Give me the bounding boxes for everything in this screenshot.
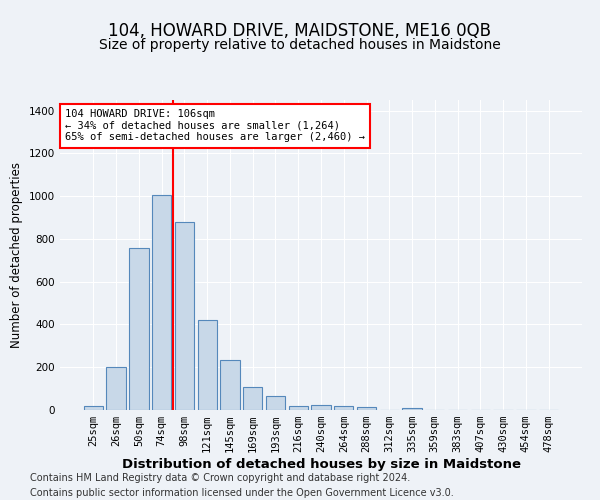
Bar: [289, 406, 308, 410]
Bar: [243, 387, 262, 410]
Bar: [357, 408, 376, 410]
Bar: [197, 320, 217, 410]
Y-axis label: Number of detached properties: Number of detached properties: [10, 162, 23, 348]
Bar: [311, 406, 331, 410]
Text: 104 HOWARD DRIVE: 106sqm
← 34% of detached houses are smaller (1,264)
65% of sem: 104 HOWARD DRIVE: 106sqm ← 34% of detach…: [65, 110, 365, 142]
Bar: [106, 367, 126, 410]
Text: 104, HOWARD DRIVE, MAIDSTONE, ME16 0QB: 104, HOWARD DRIVE, MAIDSTONE, ME16 0QB: [109, 22, 491, 40]
Bar: [129, 248, 149, 410]
Bar: [152, 195, 172, 410]
Bar: [84, 406, 103, 410]
Text: Size of property relative to detached houses in Maidstone: Size of property relative to detached ho…: [99, 38, 501, 52]
Bar: [175, 222, 194, 410]
Bar: [266, 396, 285, 410]
Bar: [403, 408, 422, 410]
Text: Contains HM Land Registry data © Crown copyright and database right 2024.
Contai: Contains HM Land Registry data © Crown c…: [30, 472, 454, 498]
X-axis label: Distribution of detached houses by size in Maidstone: Distribution of detached houses by size …: [121, 458, 521, 471]
Bar: [220, 360, 239, 410]
Bar: [334, 406, 353, 410]
